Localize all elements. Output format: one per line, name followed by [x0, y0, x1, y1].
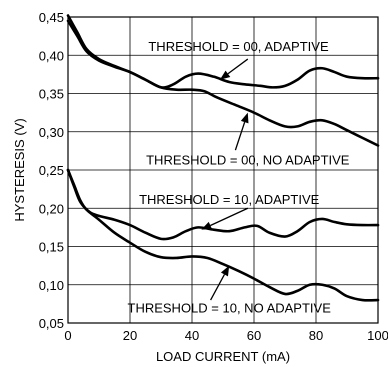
- x-tick-label: 100: [367, 328, 388, 343]
- x-tick-labels: 0 20 40 60 80 100: [64, 328, 388, 343]
- x-tick-label: 20: [123, 328, 137, 343]
- y-axis-title: HYSTERESIS (V): [12, 118, 27, 221]
- x-tick-label: 0: [64, 328, 71, 343]
- y-tick-label: 0,20: [39, 201, 64, 216]
- y-tick-labels: 0,05 0,10 0,15 0,20 0,25 0,30 0,35 0,40 0,45: [39, 10, 64, 331]
- y-tick-label: 0,25: [39, 163, 64, 178]
- x-tick-label: 60: [247, 328, 261, 343]
- x-tick-label: 80: [309, 328, 323, 343]
- annotation-arrow-line: [210, 207, 249, 227]
- x-axis-title: LOAD CURRENT (mA): [156, 349, 290, 364]
- y-tick-label: 0,40: [39, 48, 64, 63]
- annotation-arrow-line: [210, 274, 226, 301]
- series-label-1: THRESHOLD = 00, ADAPTIVE: [148, 39, 329, 54]
- y-tick-label: 0,45: [39, 10, 64, 25]
- series-line-3: [66, 168, 380, 241]
- y-tick-label: 0,15: [39, 240, 64, 255]
- series-label-4: THRESHOLD = 10, NO ADAPTIVE: [128, 301, 332, 316]
- annotations: THRESHOLD = 00, ADAPTIVE THRESHOLD = 00, …: [128, 39, 350, 316]
- annotation-arrow-head: [220, 265, 230, 277]
- x-tick-label: 40: [185, 328, 199, 343]
- annotation-arrow-head: [201, 221, 213, 230]
- series-line-2: [66, 14, 380, 147]
- y-tick-label: 0,30: [39, 125, 64, 140]
- series-curves: [66, 14, 380, 302]
- series-line-4: [66, 168, 380, 302]
- y-tick-label: 0,10: [39, 278, 64, 293]
- annotation-arrow-head: [219, 70, 231, 80]
- plot-frame: [67, 16, 379, 324]
- annotation-arrow-head: [240, 112, 249, 124]
- series-label-3: THRESHOLD = 10, ADAPTIVE: [139, 192, 320, 207]
- y-tick-label: 0,05: [39, 316, 64, 331]
- annotation-arrow-line: [227, 58, 249, 75]
- y-tick-label: 0,35: [39, 87, 64, 102]
- series-label-2: THRESHOLD = 00, NO ADAPTIVE: [146, 152, 350, 167]
- annotation-arrow-line: [234, 121, 246, 151]
